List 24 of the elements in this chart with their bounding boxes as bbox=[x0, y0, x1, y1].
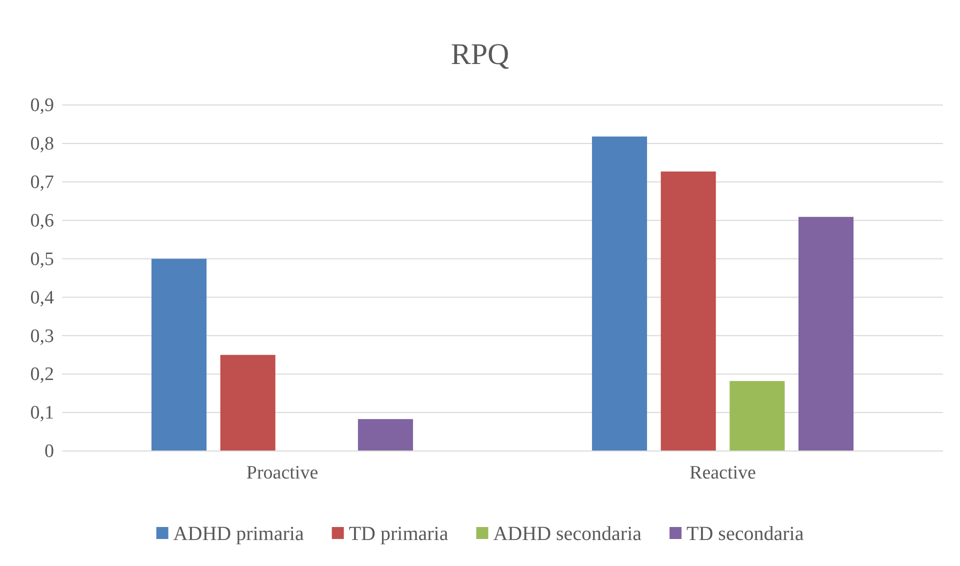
legend-label: TD primaria bbox=[348, 523, 448, 545]
y-tick-label: 0,1 bbox=[30, 402, 54, 424]
bar bbox=[151, 258, 207, 451]
y-tick-label: 0,7 bbox=[30, 172, 54, 193]
y-tick-label: 0,9 bbox=[30, 95, 54, 116]
legend-label: ADHD secondaria bbox=[493, 523, 642, 545]
bar bbox=[220, 354, 276, 451]
chart-title: RPQ bbox=[450, 38, 510, 71]
y-tick-label: 0,3 bbox=[30, 326, 54, 347]
legend-label: TD secondaria bbox=[686, 523, 804, 545]
y-tick-label: 0,4 bbox=[30, 287, 54, 308]
bar bbox=[730, 381, 785, 451]
x-tick-label: Reactive bbox=[690, 462, 756, 484]
bar bbox=[358, 419, 414, 451]
y-tick-label: 0,2 bbox=[30, 364, 54, 386]
y-tick-label: 0,6 bbox=[30, 210, 54, 232]
bar bbox=[592, 136, 648, 451]
y-tick-label: 0,8 bbox=[30, 134, 54, 155]
y-tick-label: 0,5 bbox=[30, 248, 54, 270]
x-tick-label: Proactive bbox=[246, 462, 318, 484]
y-tick-label: 0 bbox=[44, 441, 54, 462]
bar bbox=[798, 216, 854, 451]
legend-label: ADHD primaria bbox=[173, 523, 304, 545]
bar bbox=[660, 172, 716, 451]
